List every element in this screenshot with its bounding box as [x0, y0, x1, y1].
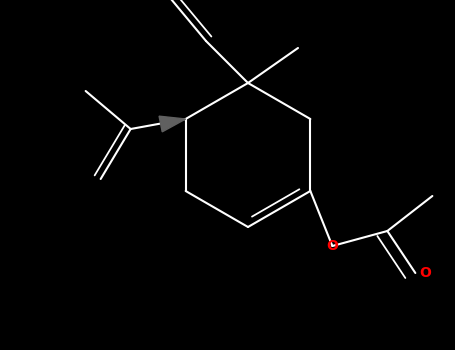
- Text: O: O: [420, 266, 431, 280]
- Polygon shape: [159, 116, 186, 132]
- Text: O: O: [326, 239, 338, 253]
